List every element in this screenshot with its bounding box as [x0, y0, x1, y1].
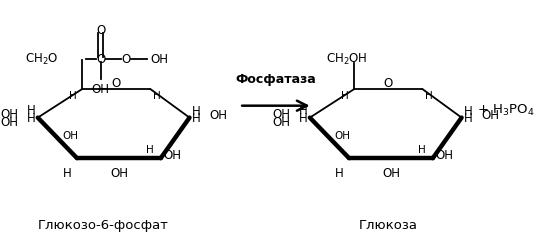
- Text: + H$_3$PO$_4$: + H$_3$PO$_4$: [477, 103, 535, 118]
- Text: O: O: [384, 77, 393, 90]
- Text: H: H: [63, 167, 72, 180]
- Text: OH: OH: [272, 108, 290, 120]
- Text: H: H: [299, 112, 307, 125]
- Text: H: H: [341, 91, 349, 101]
- Text: OH: OH: [150, 53, 168, 66]
- Text: OH: OH: [0, 116, 18, 129]
- Text: H: H: [464, 112, 473, 125]
- Text: OH: OH: [163, 149, 181, 162]
- Text: H: H: [299, 104, 307, 117]
- Text: H: H: [26, 104, 35, 117]
- Text: CH$_2$O: CH$_2$O: [25, 52, 59, 67]
- Text: O: O: [96, 53, 105, 66]
- Text: OH: OH: [92, 83, 110, 96]
- Text: H: H: [192, 105, 201, 118]
- Text: H: H: [425, 91, 433, 101]
- Text: OH: OH: [382, 167, 400, 180]
- Text: O: O: [111, 77, 121, 90]
- Text: Фосфатаза: Фосфатаза: [235, 73, 316, 86]
- Text: H: H: [26, 112, 35, 125]
- Text: H: H: [464, 105, 473, 118]
- Text: OH: OH: [435, 149, 453, 162]
- Text: OH: OH: [210, 109, 227, 122]
- Text: OH: OH: [110, 167, 128, 180]
- Text: CH$_2$OH: CH$_2$OH: [325, 52, 367, 67]
- Text: Глюкозо-6-фосфат: Глюкозо-6-фосфат: [38, 219, 169, 232]
- Text: H: H: [335, 167, 344, 180]
- Text: H: H: [418, 145, 426, 155]
- Text: O: O: [121, 53, 130, 66]
- Text: H: H: [192, 112, 201, 125]
- Text: Глюкоза: Глюкоза: [359, 219, 418, 232]
- Text: OH: OH: [482, 109, 500, 122]
- Text: O: O: [96, 24, 105, 37]
- Text: OH: OH: [335, 131, 351, 140]
- Text: H: H: [69, 91, 77, 101]
- Text: OH: OH: [62, 131, 79, 140]
- Text: OH: OH: [0, 108, 18, 120]
- Text: H: H: [153, 91, 161, 101]
- Text: OH: OH: [272, 116, 290, 129]
- Text: H: H: [146, 145, 154, 155]
